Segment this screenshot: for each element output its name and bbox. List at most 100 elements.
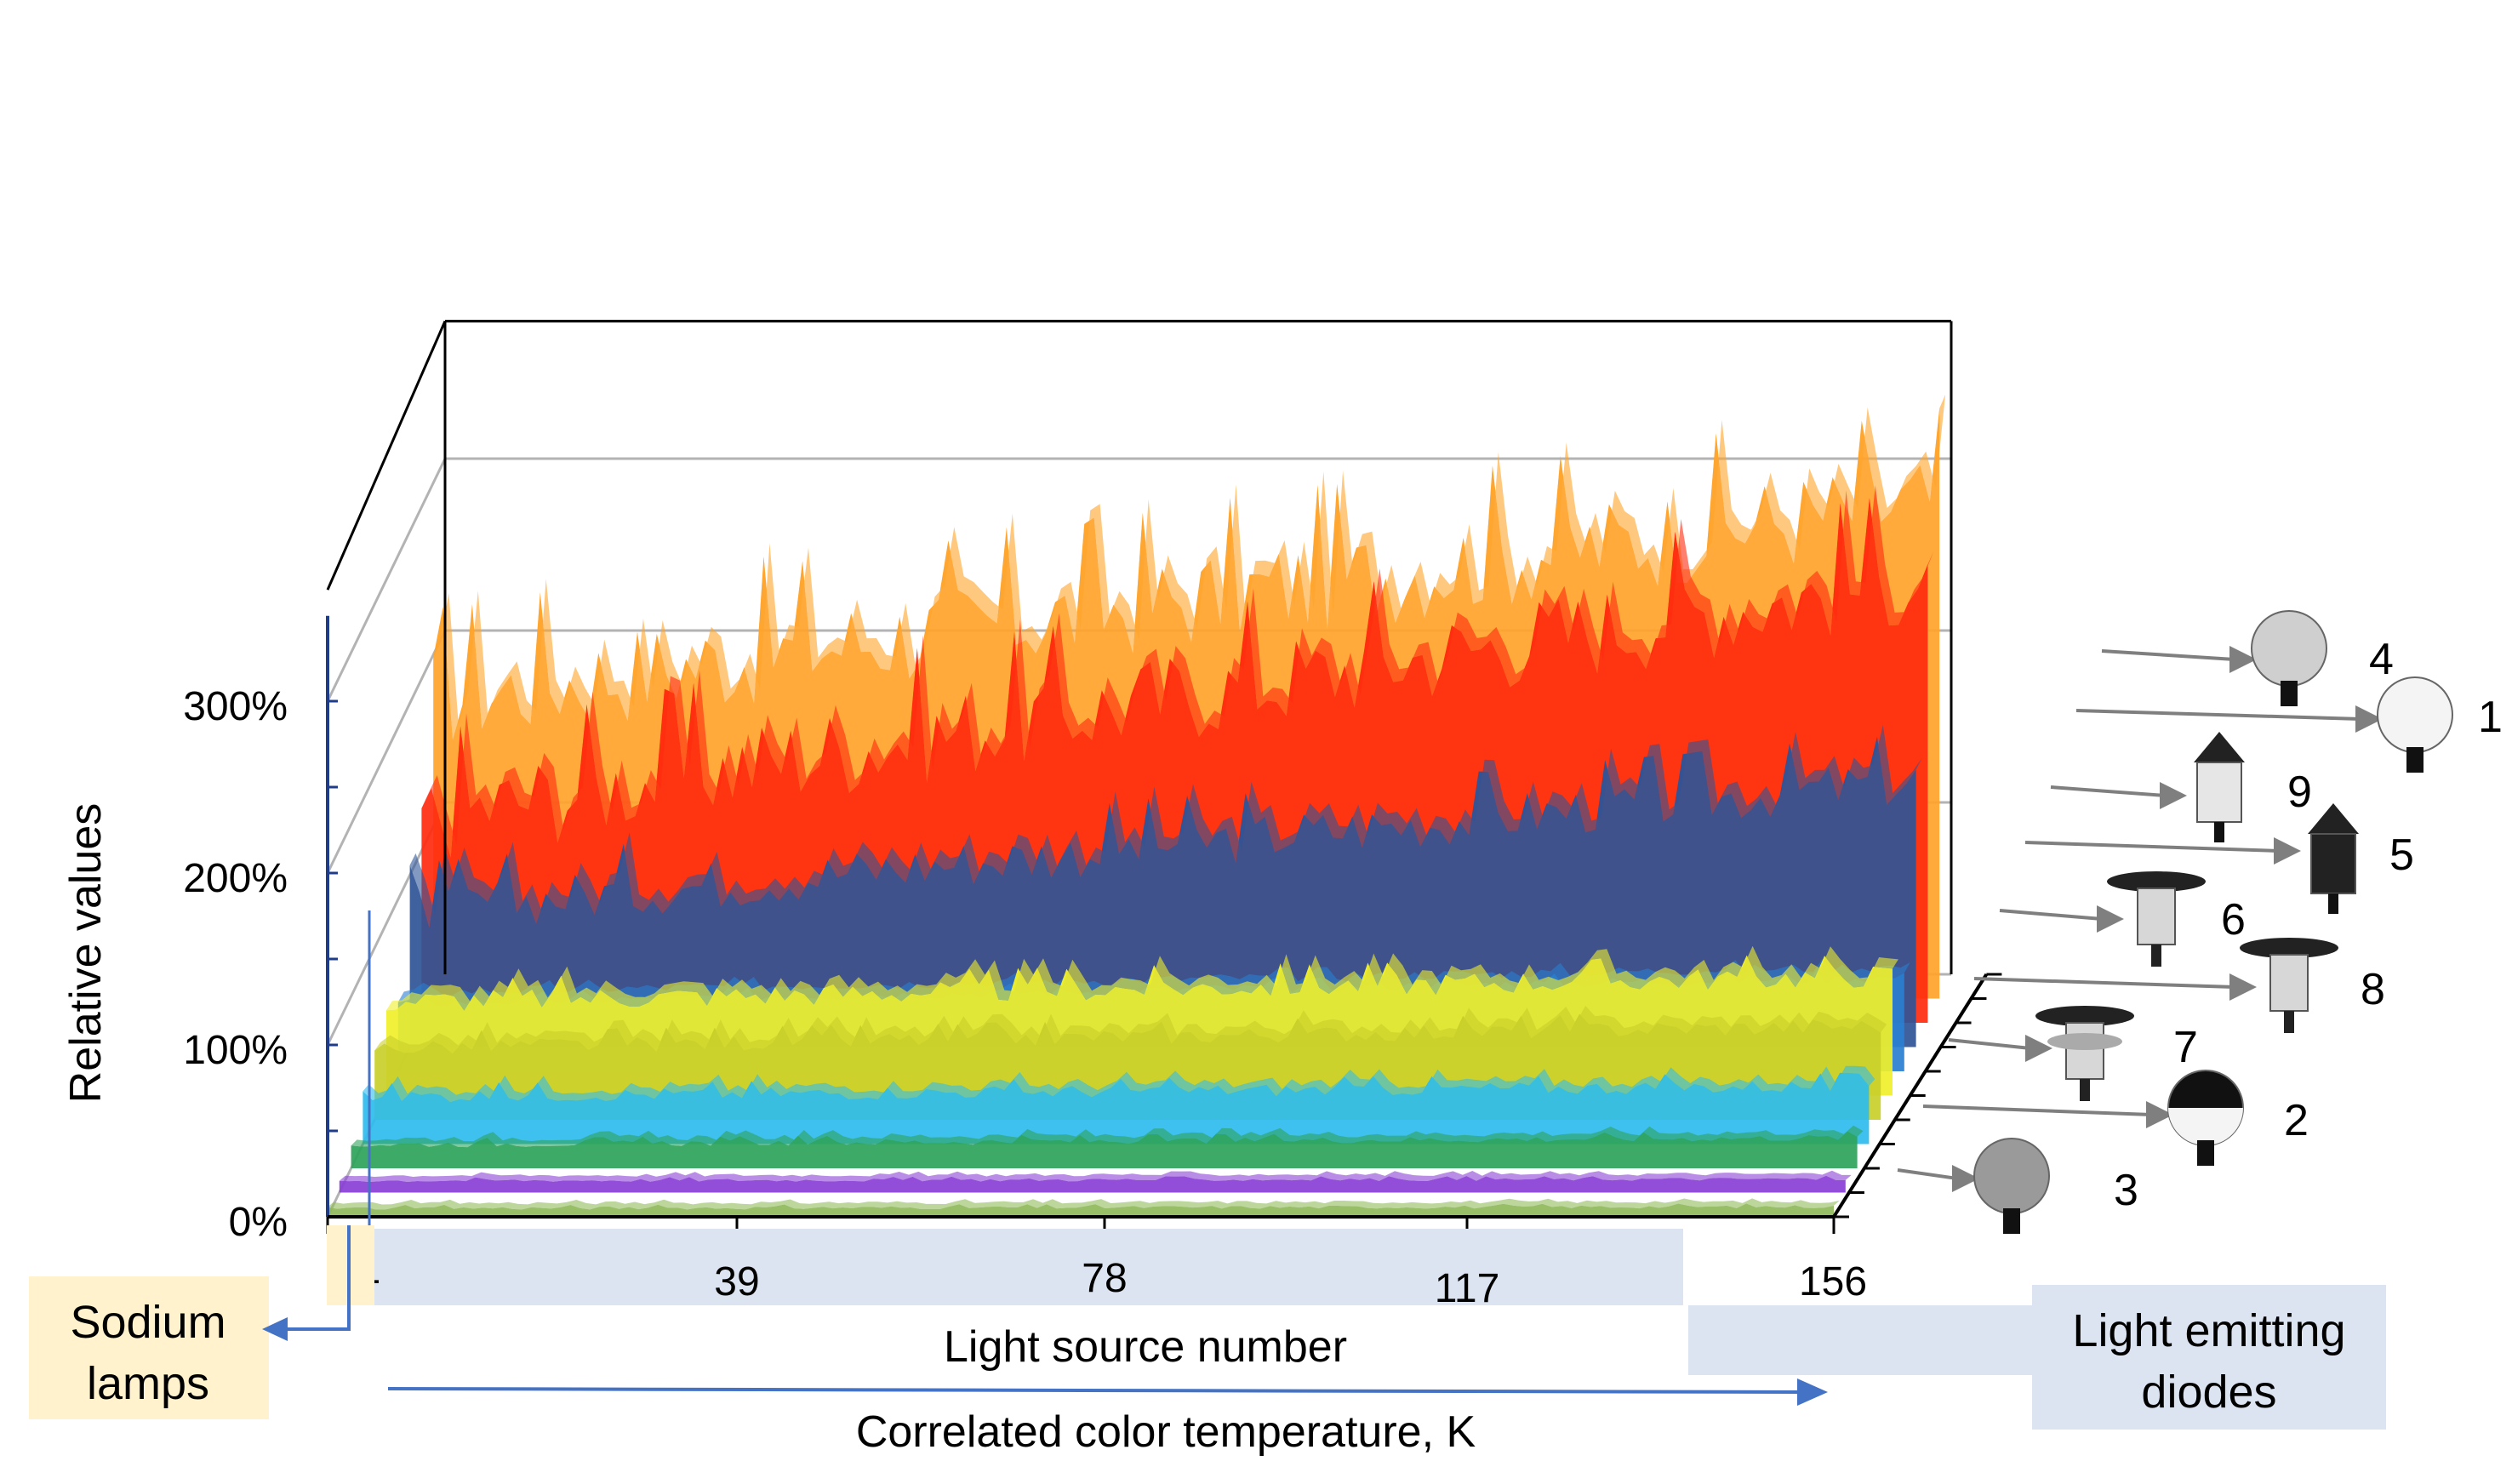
side-wall-gridline bbox=[326, 458, 447, 702]
series-3-top bbox=[328, 1198, 1840, 1210]
x-axis-secondary-title: Correlated color temperature, K bbox=[856, 1407, 1476, 1457]
legend-arrow bbox=[1897, 1168, 1958, 1180]
led-label-line2: diodes bbox=[2141, 1367, 2276, 1418]
y-tick-label: 100% bbox=[183, 1028, 288, 1073]
series-unnamed-top bbox=[433, 394, 1946, 739]
x-tick-band bbox=[373, 1229, 1683, 1305]
legend-label: 9 bbox=[2287, 768, 2312, 817]
lamp-post bbox=[2197, 1140, 2214, 1166]
legend: 4 1 9 5 6 8 7 2 3 bbox=[1897, 610, 2503, 1234]
side-wall-top-edge bbox=[326, 320, 447, 591]
legend-arrowhead bbox=[1952, 1165, 1979, 1192]
lamp-icon bbox=[2035, 1006, 2134, 1101]
chart-axes bbox=[326, 319, 2002, 1234]
x-tick-label: 78 bbox=[1082, 1256, 1127, 1301]
lamp-post bbox=[2214, 822, 2224, 842]
lamp-icon bbox=[2377, 676, 2453, 773]
legend-arrow bbox=[2050, 785, 2166, 797]
y-axis-title: Relative values bbox=[61, 803, 111, 1104]
lamp-post bbox=[2328, 893, 2338, 914]
series-7-area bbox=[351, 1131, 1858, 1168]
lamp-icon bbox=[2240, 938, 2338, 1033]
legend-arrow bbox=[2024, 841, 2280, 853]
lamp-body bbox=[2137, 888, 2176, 945]
lamp-icon bbox=[2251, 610, 2327, 706]
legend-arrowhead bbox=[2229, 973, 2257, 1001]
lamp-globe bbox=[2377, 676, 2453, 753]
legend-arrowhead bbox=[2229, 646, 2257, 673]
lamp-post bbox=[2080, 1079, 2090, 1101]
lamp-icon bbox=[1973, 1138, 2050, 1234]
legend-label: 1 bbox=[2478, 693, 2503, 742]
lamp-post bbox=[2406, 747, 2424, 773]
lamp-post bbox=[2284, 1011, 2294, 1033]
series-1-top bbox=[409, 725, 1922, 928]
lamp-post bbox=[2281, 681, 2298, 706]
x-tick-label: 156 bbox=[1799, 1259, 1867, 1304]
y-tick-label: 0% bbox=[229, 1200, 288, 1245]
legend-label: 5 bbox=[2389, 830, 2414, 880]
series-5-top bbox=[386, 945, 1898, 1011]
sodium-lamps-label-line2: lamps bbox=[87, 1358, 209, 1409]
led-box bbox=[2032, 1285, 2386, 1430]
series-2-top bbox=[339, 1170, 1852, 1182]
lamp-post bbox=[2003, 1208, 2020, 1234]
legend-arrowhead bbox=[2274, 837, 2301, 865]
y-tick-label: 300% bbox=[183, 684, 288, 729]
chart-series-group bbox=[328, 394, 1946, 1217]
legend-arrow bbox=[1973, 977, 2235, 989]
series-4-top bbox=[421, 485, 1934, 858]
lamp-cap bbox=[2308, 803, 2359, 834]
x-tick-label: 39 bbox=[714, 1259, 759, 1304]
lamp-globe-lower bbox=[2168, 1108, 2243, 1145]
led-label-line1: Light emitting bbox=[2072, 1305, 2345, 1356]
side-wall-gridline bbox=[326, 630, 447, 874]
series-7-top bbox=[351, 1125, 1864, 1148]
lamp-shade bbox=[2035, 1006, 2134, 1026]
legend-arrowhead bbox=[2355, 705, 2383, 733]
lamp-globe bbox=[2251, 610, 2327, 687]
lamp-shade bbox=[2240, 938, 2338, 958]
lamp-icon bbox=[2194, 732, 2245, 842]
legend-label: 8 bbox=[2361, 965, 2385, 1014]
lamp-globe bbox=[1973, 1138, 2050, 1214]
legend-label: 3 bbox=[2114, 1166, 2138, 1215]
legend-arrowhead bbox=[2097, 905, 2124, 933]
series-1-area bbox=[409, 736, 1916, 1047]
legend-arrow bbox=[1999, 909, 2103, 921]
cct-arrow bbox=[387, 1387, 1805, 1394]
lamp-body bbox=[2065, 1022, 2104, 1080]
x-axis-title: Light source number bbox=[944, 1322, 1347, 1372]
series-2-area bbox=[339, 1175, 1846, 1193]
series-6-top bbox=[374, 1006, 1887, 1054]
legend-label: 2 bbox=[2284, 1096, 2309, 1145]
legend-arrow bbox=[2075, 709, 2361, 721]
legend-arrow bbox=[1922, 1104, 2152, 1116]
legend-arrow bbox=[2101, 649, 2235, 661]
lamp-shade-tier bbox=[2047, 1033, 2122, 1050]
legend-arrowhead bbox=[2160, 782, 2187, 809]
sodium-connector bbox=[281, 1225, 351, 1331]
y-tick-label: 200% bbox=[183, 856, 288, 901]
legend-arrowhead bbox=[2146, 1101, 2173, 1128]
series-8-area bbox=[363, 1072, 1870, 1144]
legend-label: 6 bbox=[2221, 895, 2246, 945]
legend-label: 7 bbox=[2173, 1023, 2198, 1072]
lamp-shade bbox=[2107, 871, 2206, 892]
lamp-icon bbox=[2167, 1070, 2244, 1166]
sodium-arrowhead bbox=[262, 1317, 288, 1341]
lamp-body bbox=[2310, 833, 2356, 894]
x-tick-label: 117 bbox=[1435, 1266, 1500, 1311]
lamp-body bbox=[2269, 954, 2309, 1012]
lamp-icon bbox=[2308, 803, 2359, 914]
legend-arrow bbox=[1948, 1038, 2031, 1050]
lamp-cap bbox=[2194, 732, 2245, 762]
lamp-icon bbox=[2107, 871, 2206, 967]
cct-arrowhead bbox=[1797, 1378, 1828, 1406]
legend-label: 4 bbox=[2369, 635, 2394, 684]
series-8-top bbox=[363, 1065, 1875, 1102]
legend-arrowhead bbox=[2025, 1035, 2052, 1062]
lamp-body bbox=[2196, 762, 2242, 823]
sodium-lamps-box bbox=[29, 1276, 269, 1419]
